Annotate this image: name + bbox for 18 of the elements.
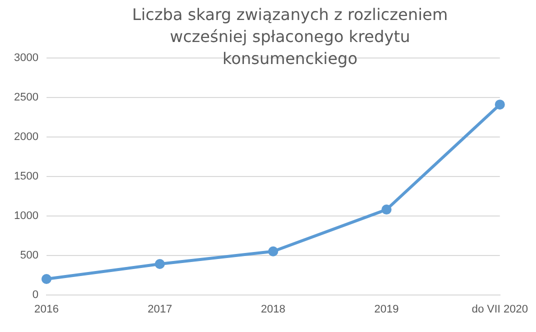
- point: [494, 100, 505, 110]
- y-tick-label: 0: [32, 288, 38, 301]
- point: [154, 259, 165, 270]
- x-tick-label: 2019: [374, 303, 399, 316]
- y-tick-label: 3000: [14, 52, 38, 64]
- y-tick-label: 2000: [14, 130, 38, 143]
- y-tick-label: 500: [20, 249, 38, 262]
- point: [382, 204, 392, 215]
- y-tick-label: 1000: [14, 210, 38, 222]
- x-tick-label: do VII 2020: [472, 303, 528, 316]
- point: [268, 246, 278, 256]
- chart-title: Liczba skarg związanych z rozliczeniem wcześniej spłaconego kredytu konsumenckiego: [131, 4, 449, 70]
- y-tick-label: 1500: [14, 170, 38, 182]
- x-tick-label: 2016: [34, 303, 59, 316]
- x-tick-label: 2018: [260, 303, 286, 316]
- y-tick-label: 2500: [14, 92, 38, 104]
- x-tick-label: 2017: [148, 303, 172, 316]
- point: [41, 274, 52, 284]
